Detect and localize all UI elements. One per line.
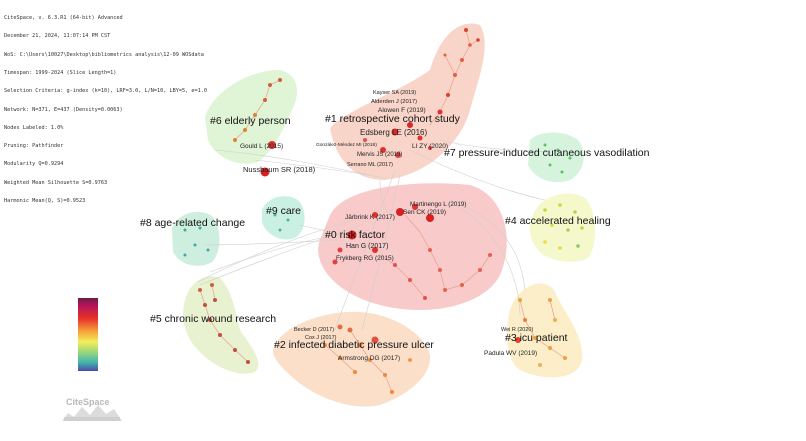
cluster-label: #6 elderly person [210, 115, 291, 127]
reference-label: González-Méndez MI (2018) [316, 142, 377, 148]
reference-label: Kayser SA (2019) [373, 90, 416, 96]
header-info-line: Weighted Mean Silhouette S=0.9763 [4, 179, 108, 186]
header-info-line: Pruning: Pathfinder [4, 143, 64, 150]
header-info-line: Nodes Labeled: 1.0% [4, 124, 64, 131]
reference-label: Gould L (2015) [240, 143, 283, 150]
header-info-line: Timespan: 1999-2024 (Slice Length=1) [4, 70, 117, 77]
header-info-line: WoS: C:\Users\10027\Desktop\bibliometric… [4, 51, 204, 58]
reference-label: Alderden J (2017) [371, 99, 417, 105]
cluster-label: #4 accelerated healing [505, 215, 611, 227]
reference-label: Sen CK (2019) [403, 209, 446, 216]
cluster-label: #9 care [266, 205, 301, 217]
cluster-label: #0 risk factor [325, 229, 386, 241]
reference-label: Wei R (2020) [501, 327, 533, 333]
network-nodes [183, 28, 584, 394]
cluster-label: #2 infected diabetic pressure ulcer [274, 339, 434, 351]
header-info-line: Selection Criteria: g-index (k=10), LRF=… [4, 88, 208, 95]
cluster-hulls [172, 23, 596, 407]
hull-cluster-3 [507, 283, 583, 378]
reference-label: Padula WV (2019) [484, 350, 537, 357]
reference-label: Becker D (2017) [294, 327, 334, 333]
header-info-line: Network: N=371, E=437 (Density=0.0063) [4, 106, 123, 113]
hull-cluster-5 [183, 276, 259, 374]
hull-cluster-2 [273, 311, 431, 407]
hull-cluster-4 [529, 193, 596, 262]
reference-label: Alowen F (2019) [378, 107, 426, 114]
cluster-label: #7 pressure-induced cutaneous vasodilati… [444, 147, 650, 159]
header-info: CiteSpace, v. 6.3.R1 (64-bit) Advanced D… [4, 3, 207, 210]
header-info-line: Harmonic Mean(Q, S)=0.9523 [4, 198, 86, 204]
hull-cluster-8 [172, 212, 220, 266]
reference-label: LI ZY (2020) [412, 143, 448, 150]
citespace-logo [62, 405, 122, 421]
reference-label: Han G (2017) [346, 243, 388, 250]
citespace-logo-text: CiteSpace [66, 397, 110, 407]
reference-label: Cox J (2017) [305, 335, 337, 341]
cluster-label: #8 age-related change [140, 217, 245, 229]
hull-cluster-6 [205, 70, 297, 164]
hull-cluster-0 [318, 183, 507, 311]
hull-cluster-9 [262, 196, 305, 240]
hull-cluster-1 [330, 23, 485, 180]
reference-label: Martinengo L (2019) [410, 201, 466, 208]
reference-label: Mervis JS (2019) [357, 152, 402, 158]
header-info-line: December 21, 2024, 11:07:14 PM CST [4, 33, 111, 40]
cluster-labels: #0 risk factor #1 retrospective cohort s… [140, 113, 650, 351]
reference-label: Nussbaum SR (2018) [243, 165, 316, 174]
reference-label: Järbrink K (2017) [345, 214, 395, 221]
year-color-legend [78, 298, 98, 371]
cluster-label: #5 chronic wound research [150, 313, 276, 325]
reference-label: Serrano ML (2017) [347, 162, 393, 168]
header-info-line: CiteSpace, v. 6.3.R1 (64-bit) Advanced [4, 15, 123, 22]
reference-label: Edsberg LE (2016) [360, 128, 427, 137]
cluster-label: #1 retrospective cohort study [325, 113, 461, 125]
header-info-line: Modularity Q=0.9294 [4, 161, 64, 168]
cluster-label: #3 icu patient [505, 332, 568, 344]
inter-cluster-links [197, 139, 546, 331]
hull-cluster-7 [528, 132, 584, 183]
reference-labels: Kayser SA (2019) Alderden J (2017) Alowe… [240, 90, 537, 362]
reference-label: Frykberg RG (2015) [336, 255, 394, 262]
reference-label: Armstrong DG (2017) [338, 355, 400, 362]
